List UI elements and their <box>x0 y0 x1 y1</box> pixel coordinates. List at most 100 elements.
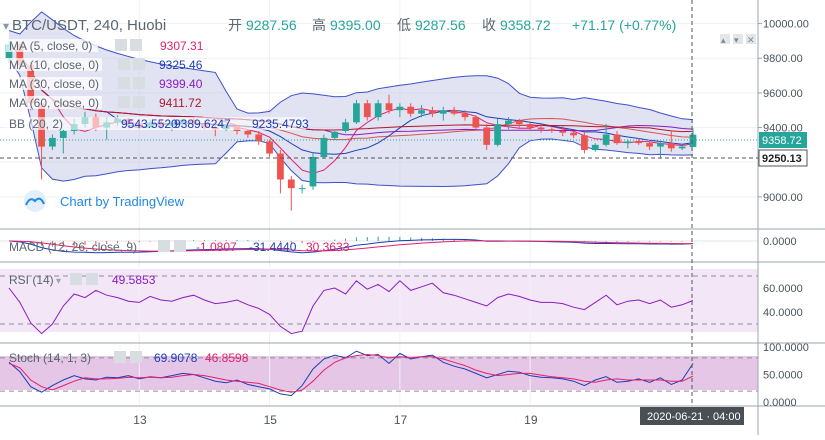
settings-icon[interactable] <box>118 77 130 89</box>
candle-body <box>591 144 599 151</box>
candle-body <box>277 153 284 180</box>
crosshair-price-label: 9250.13 <box>762 153 802 165</box>
pane-down-button[interactable] <box>733 34 743 44</box>
candle-body <box>396 106 404 111</box>
candle-body <box>363 103 371 118</box>
close-icon[interactable] <box>130 39 142 51</box>
ma-legend-3[interactable]: MA (30, close, 0) 9399.40 <box>6 77 203 91</box>
candle-body <box>689 134 697 148</box>
crosshair-price-tag: 9250.13 <box>758 149 808 167</box>
expand-arrow-icon[interactable]: ▾ <box>3 19 9 33</box>
macd-legend-label: MACD (12, 26, close, 9) <box>9 240 137 254</box>
settings-icon[interactable] <box>118 96 130 108</box>
stoch-k-line <box>8 350 694 397</box>
bb-lower-value: 9235.4793 <box>252 117 309 131</box>
candle-body <box>613 134 621 144</box>
ma-legend-label: MA (5, close, 0) <box>9 39 92 53</box>
ma-legend-value: 9325.46 <box>159 58 203 72</box>
arrow-down-icon: ▾ <box>734 35 739 45</box>
ma-legend-4[interactable]: MA (60, close, 0) 9411.72 <box>6 96 202 110</box>
stoch-pane <box>0 350 758 397</box>
pane-close-button[interactable] <box>746 34 756 44</box>
stoch-legend-label: Stoch (14, 1, 3) <box>9 351 91 365</box>
candle-body <box>483 127 491 145</box>
candle-body <box>548 129 556 131</box>
stoch-legend[interactable]: Stoch (14, 1, 3) 69.9078 46.8598 <box>9 351 249 365</box>
symbol-title[interactable]: BTC/USDT, 240, Huobi <box>12 17 166 34</box>
bb-legend[interactable]: BB (20, 2) 9543.5520 9389.6247 9235.4793 <box>6 117 309 131</box>
macd-legend[interactable]: MACD (12, 26, close, 9) -1.0807 -31.4440… <box>9 240 350 254</box>
arrow-up-icon: ▴ <box>721 35 726 45</box>
candle-body <box>570 132 577 136</box>
stoch-tick-label: 0.0000 <box>763 397 797 409</box>
candle-body <box>353 103 360 123</box>
settings-icon[interactable] <box>158 240 170 252</box>
rsi-pane <box>0 275 758 335</box>
settings-icon[interactable] <box>115 39 127 51</box>
y-tick-label: 9600.00 <box>763 88 803 100</box>
open-value: 9287.56 <box>246 17 297 33</box>
chevron-down-icon[interactable]: ▾ <box>56 276 61 287</box>
candle-body <box>418 110 425 114</box>
candle-body <box>559 130 567 133</box>
candle-body <box>298 188 306 190</box>
candle-body <box>331 131 339 138</box>
candle-body <box>472 117 480 128</box>
pane-up-button[interactable] <box>720 34 730 44</box>
candle-body <box>461 113 469 118</box>
stoch-tick-label: 50.0000 <box>763 370 803 382</box>
candle-body <box>678 146 686 149</box>
macd-line-value: -31.4440 <box>249 240 297 254</box>
close-icon[interactable] <box>174 240 186 252</box>
x-tick-label: 19 <box>524 413 538 427</box>
candle-body <box>439 110 447 114</box>
tradingview-watermark[interactable]: Chart by TradingView <box>24 190 185 212</box>
candle-body <box>505 120 512 125</box>
settings-icon[interactable] <box>114 351 126 363</box>
crosshair-time-label: 2020-06-21 · 04:00 <box>647 411 741 423</box>
close-icon[interactable] <box>133 58 145 70</box>
close-icon[interactable] <box>133 77 145 89</box>
stoch-d-line <box>8 353 694 393</box>
ma-legend-2[interactable]: MA (10, close, 0) 9325.46 <box>6 58 203 72</box>
close-label: 收 <box>482 17 496 33</box>
ma-legend-1[interactable]: MA (5, close, 0) 9307.31 <box>6 39 204 53</box>
low-label: 低 <box>397 17 411 33</box>
candle-body <box>49 137 56 147</box>
open-label: 开 <box>228 17 242 33</box>
stoch-d-value: 46.8598 <box>205 351 249 365</box>
macd-signal-line <box>8 240 693 252</box>
high-value: 9395.00 <box>330 17 381 33</box>
candle-body <box>309 156 317 187</box>
candle-body <box>515 120 523 125</box>
candle-body <box>581 135 588 151</box>
ma-legend-value: 9399.40 <box>159 77 203 91</box>
rsi-tick-label: 40.0000 <box>763 307 803 319</box>
candle-body <box>450 110 458 114</box>
rsi-legend[interactable]: RSI (14) ▾ 49.5853 <box>9 273 156 287</box>
stoch-tick-label: 100.0000 <box>763 342 809 354</box>
indicator-legend: MA (5, close, 0) 9307.31 MA (10, close, … <box>6 39 350 365</box>
settings-icon[interactable] <box>118 58 130 70</box>
bb-lower-line <box>8 57 694 188</box>
rsi-line <box>8 280 694 335</box>
y-tick-label: 10000.00 <box>763 19 809 31</box>
close-icon[interactable] <box>86 273 98 285</box>
candle-body <box>320 137 328 157</box>
high-label: 高 <box>312 17 326 33</box>
macd-line <box>8 238 694 254</box>
candle-body <box>429 110 436 114</box>
settings-icon[interactable] <box>70 273 82 285</box>
watermark-text: Chart by TradingView <box>60 194 185 209</box>
rsi-legend-label: RSI (14) <box>9 273 54 287</box>
axes: 10000.009800.009600.009400.009200.009000… <box>133 19 809 427</box>
bb-legend-label: BB (20, 2) <box>9 117 63 131</box>
stoch-k-value: 69.9078 <box>154 351 198 365</box>
close-icon[interactable] <box>133 96 145 108</box>
y-tick-label: 9800.00 <box>763 53 803 65</box>
candle-body <box>266 141 273 154</box>
close-icon[interactable] <box>130 351 142 363</box>
header: ▾ BTC/USDT, 240, Huobi 开 9287.56 高 9395.… <box>3 17 676 34</box>
